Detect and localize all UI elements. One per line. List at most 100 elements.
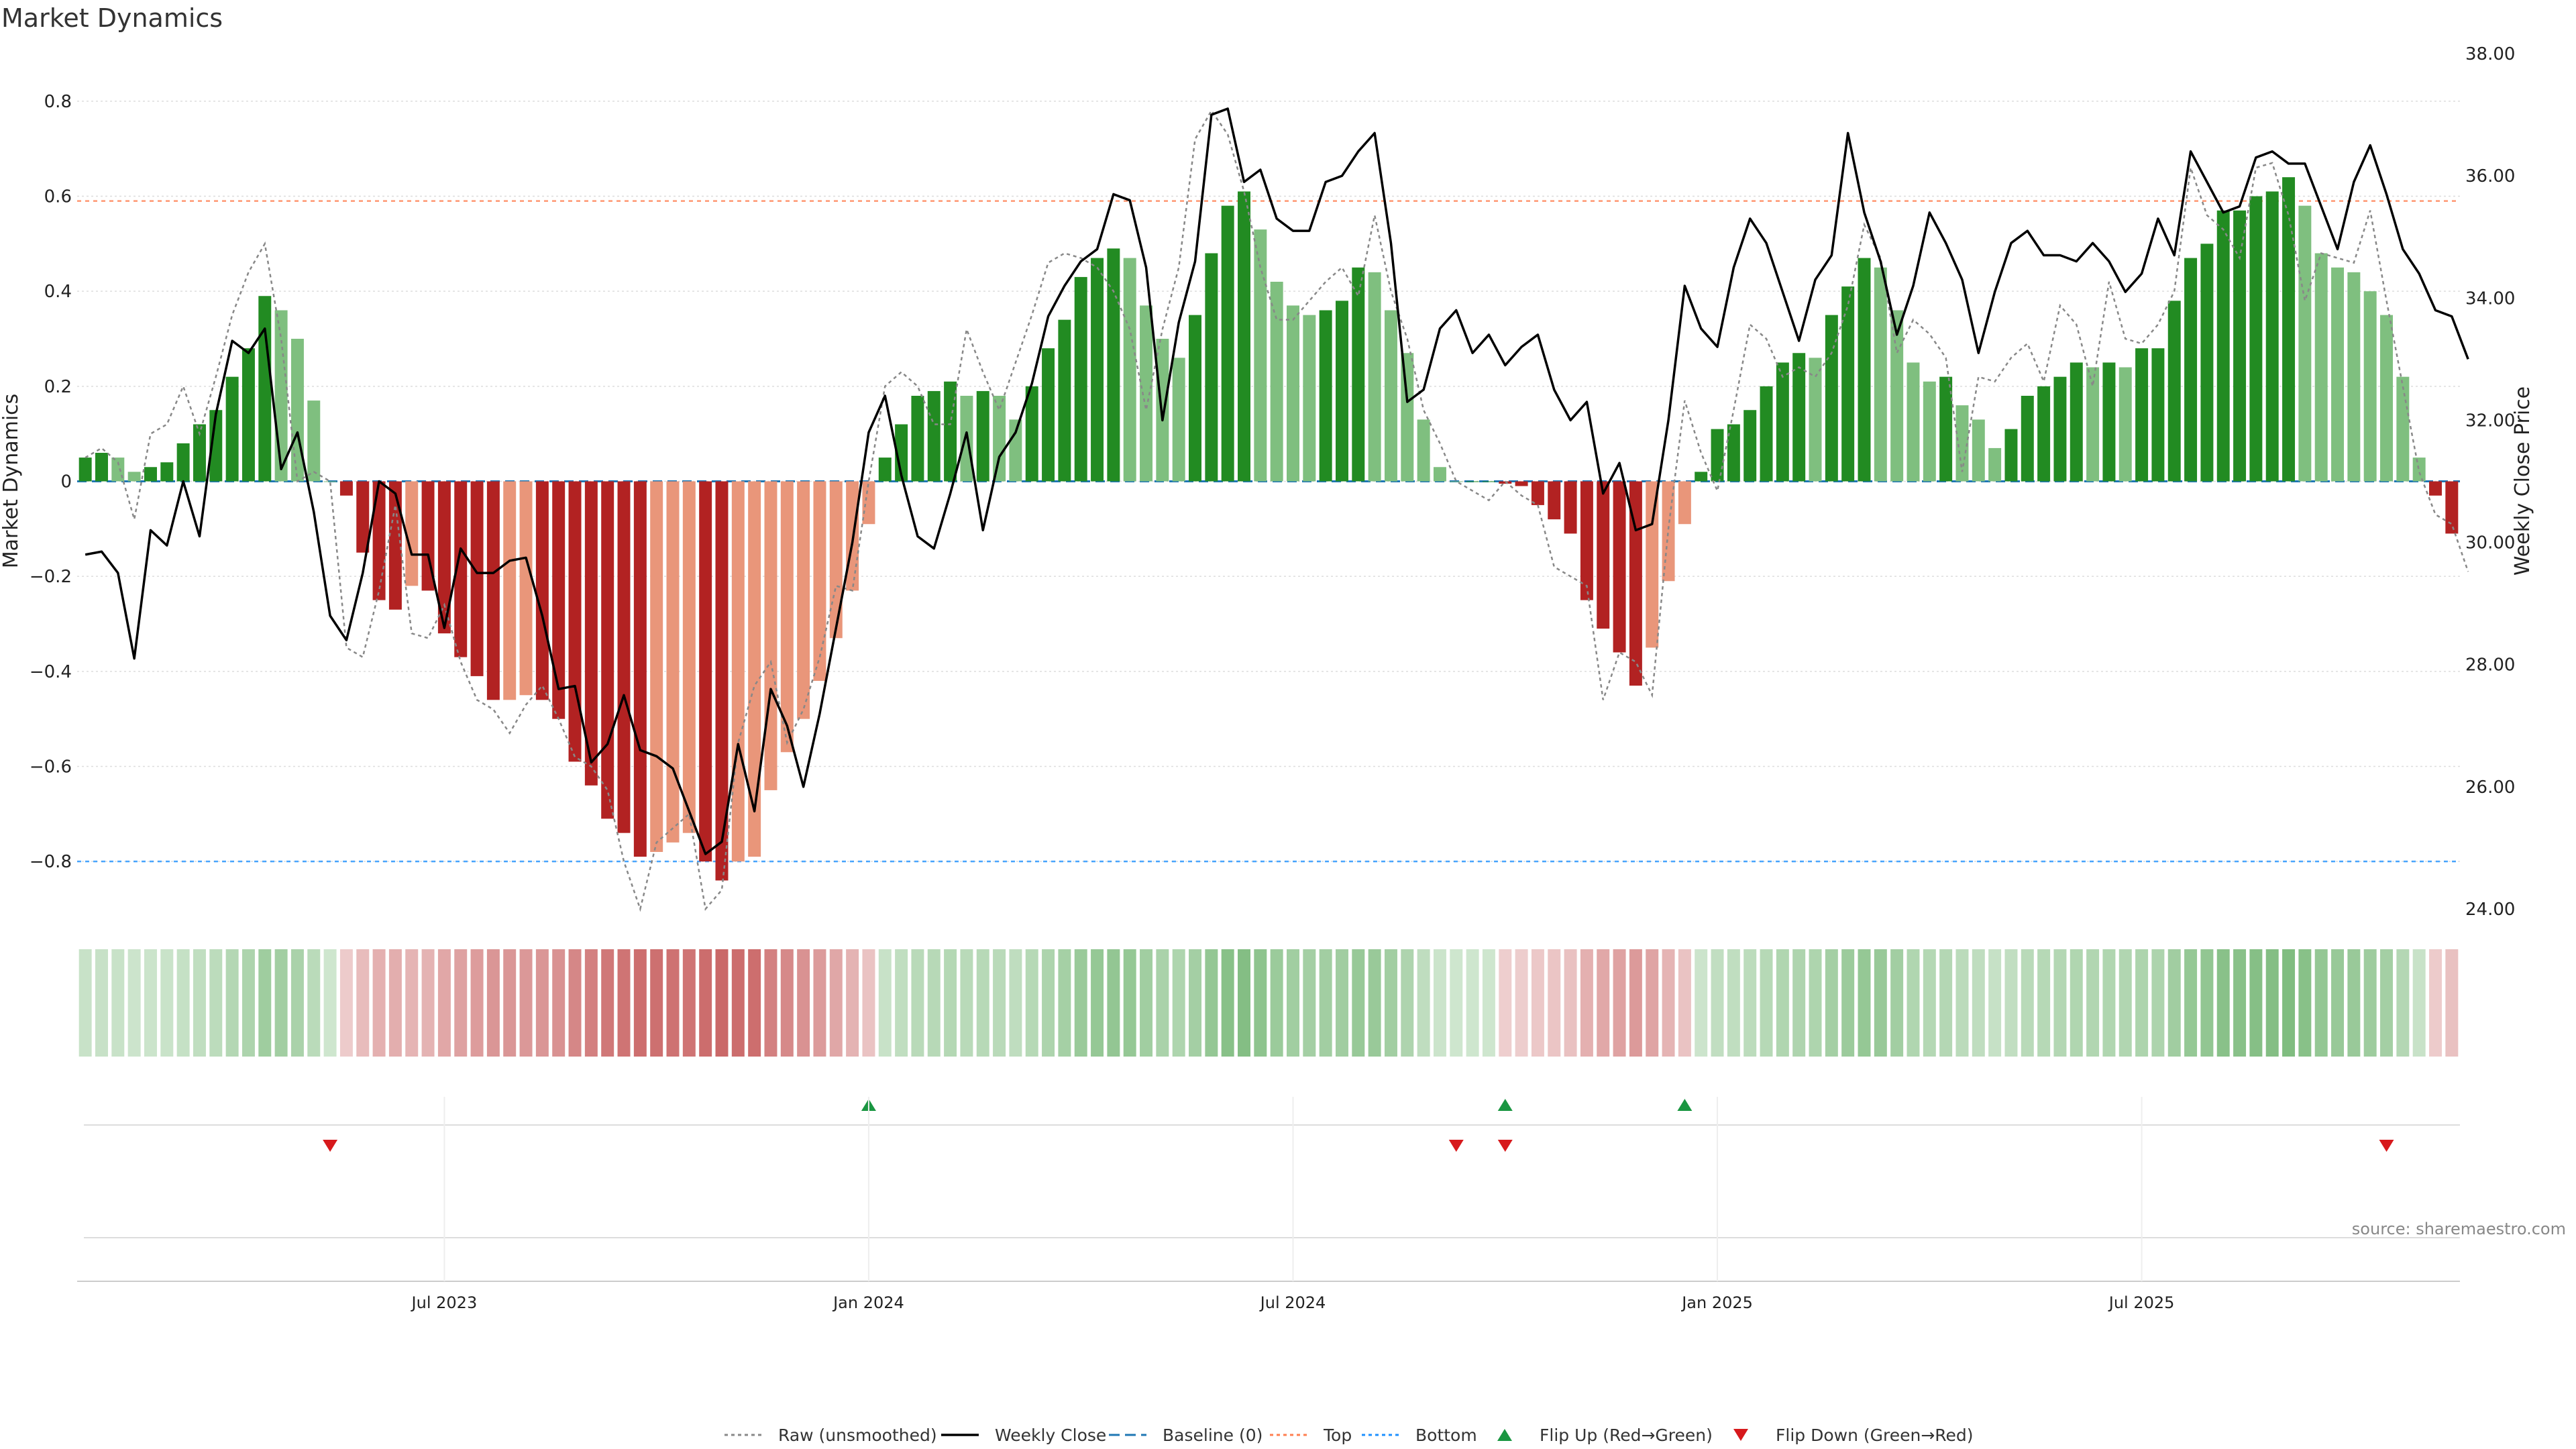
heat-cell bbox=[1548, 949, 1561, 1057]
heat-cell bbox=[2445, 949, 2459, 1057]
y-tick-right: 32.00 bbox=[2465, 411, 2515, 431]
bar bbox=[1972, 419, 1985, 482]
heat-cell bbox=[1955, 949, 1969, 1057]
series-lines bbox=[85, 107, 2469, 912]
bar bbox=[1841, 286, 1855, 482]
bar bbox=[993, 396, 1006, 482]
bar bbox=[1907, 362, 1920, 482]
heat-cell bbox=[1417, 949, 1430, 1057]
bar bbox=[1319, 310, 1332, 482]
bar bbox=[1711, 429, 1724, 482]
bar bbox=[1221, 205, 1234, 482]
bar bbox=[1140, 305, 1153, 482]
bar bbox=[486, 481, 500, 700]
heat-cell bbox=[1009, 949, 1022, 1057]
raw-line bbox=[85, 109, 2469, 912]
bar bbox=[503, 481, 517, 700]
heat-cell bbox=[1695, 949, 1708, 1057]
heat-cell bbox=[258, 949, 272, 1057]
heat-cell bbox=[2396, 949, 2410, 1057]
bar bbox=[225, 376, 239, 482]
bar bbox=[1597, 481, 1610, 629]
heat-cell bbox=[1564, 949, 1577, 1057]
bar bbox=[1548, 481, 1561, 520]
bar bbox=[1564, 481, 1577, 534]
bar bbox=[1858, 258, 1871, 482]
bar bbox=[1613, 481, 1626, 653]
bar bbox=[1074, 276, 1087, 482]
legend-label: Flip Down (Green→Red) bbox=[1776, 1426, 1974, 1445]
bar bbox=[1760, 386, 1773, 482]
heat-cell bbox=[895, 949, 908, 1057]
heat-cell bbox=[1140, 949, 1153, 1057]
bar bbox=[1646, 481, 1659, 648]
bar bbox=[2053, 376, 2067, 482]
bar bbox=[2314, 253, 2328, 482]
bar bbox=[193, 424, 206, 482]
bar bbox=[650, 481, 663, 852]
heat-cell bbox=[1433, 949, 1446, 1057]
heat-cell bbox=[2314, 949, 2328, 1057]
bar bbox=[1270, 282, 1283, 482]
bar bbox=[1531, 481, 1544, 505]
bar bbox=[944, 381, 957, 482]
heat-cell bbox=[1156, 949, 1169, 1057]
heat-cell bbox=[2102, 949, 2116, 1057]
bar bbox=[258, 296, 272, 482]
heat-cell bbox=[2135, 949, 2149, 1057]
bar bbox=[1890, 310, 1904, 482]
legend-label: Bottom bbox=[1415, 1426, 1477, 1445]
bar bbox=[780, 481, 794, 753]
heat-cell bbox=[1972, 949, 1985, 1057]
heat-cell bbox=[1531, 949, 1544, 1057]
bar bbox=[127, 472, 141, 482]
bar bbox=[1042, 348, 1055, 482]
bar bbox=[584, 481, 598, 786]
heat-cell bbox=[699, 949, 712, 1057]
heat-cell bbox=[2233, 949, 2247, 1057]
bar bbox=[454, 481, 468, 657]
heat-cell bbox=[993, 949, 1006, 1057]
bar bbox=[405, 481, 419, 586]
y-axis-label-right: Weekly Close Price bbox=[2511, 386, 2534, 576]
flip-down-marker bbox=[323, 1140, 338, 1152]
heat-cell bbox=[356, 949, 370, 1057]
heat-cell bbox=[1270, 949, 1283, 1057]
bar bbox=[1335, 301, 1348, 482]
heat-cell bbox=[225, 949, 239, 1057]
heat-cell bbox=[1238, 949, 1250, 1057]
bar bbox=[1107, 248, 1120, 482]
heat-cell bbox=[503, 949, 517, 1057]
bar bbox=[2118, 367, 2132, 482]
y-tick-right: 24.00 bbox=[2465, 900, 2515, 920]
bar bbox=[1368, 272, 1381, 482]
heat-cell bbox=[731, 949, 745, 1057]
heat-cell bbox=[2070, 949, 2083, 1057]
bar bbox=[1172, 358, 1185, 482]
heat-cell bbox=[2347, 949, 2361, 1057]
heat-cell bbox=[780, 949, 794, 1057]
bar bbox=[421, 481, 435, 591]
heat-cell bbox=[1858, 949, 1871, 1057]
bar bbox=[1629, 481, 1642, 686]
bar bbox=[519, 481, 533, 696]
heat-cell bbox=[486, 949, 500, 1057]
bar bbox=[95, 453, 108, 482]
heat-cell bbox=[78, 949, 92, 1057]
legend-label: Raw (unsmoothed) bbox=[778, 1426, 937, 1445]
heat-cell bbox=[1890, 949, 1904, 1057]
heat-cell bbox=[927, 949, 941, 1057]
bar bbox=[1254, 229, 1267, 482]
y-tick-right: 30.00 bbox=[2465, 533, 2515, 553]
bar bbox=[2282, 177, 2296, 482]
heat-cell bbox=[2118, 949, 2132, 1057]
y-tick-right: 36.00 bbox=[2465, 166, 2515, 186]
y-tick-left: −0.4 bbox=[30, 662, 72, 682]
bar bbox=[715, 481, 729, 881]
heat-cell bbox=[748, 949, 761, 1057]
bar bbox=[1955, 405, 1969, 482]
flip-down-marker bbox=[1448, 1140, 1464, 1152]
heat-cell bbox=[307, 949, 321, 1057]
heat-cell bbox=[1368, 949, 1381, 1057]
y-axis-label-left: Market Dynamics bbox=[0, 394, 23, 569]
